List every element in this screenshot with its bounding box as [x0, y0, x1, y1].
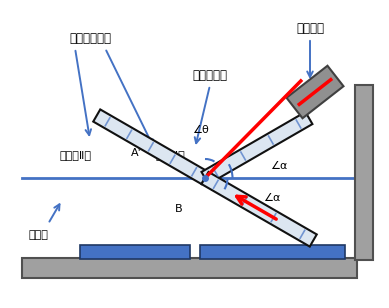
Polygon shape	[202, 112, 312, 184]
Text: （位置Ⅰ）: （位置Ⅰ）	[155, 150, 185, 160]
Text: 粘着テープ: 粘着テープ	[193, 68, 228, 82]
Bar	[355, 85, 373, 260]
Text: 補助線: 補助線	[28, 230, 48, 240]
Text: （位置Ⅱ）: （位置Ⅱ）	[59, 150, 91, 160]
Text: ∠θ: ∠θ	[192, 125, 209, 135]
Text: A: A	[211, 183, 219, 193]
Text: ∠α: ∠α	[270, 161, 287, 171]
Polygon shape	[202, 172, 317, 247]
Polygon shape	[93, 109, 209, 184]
Text: 力検出器: 力検出器	[296, 22, 324, 34]
Text: A': A'	[131, 148, 142, 158]
Bar	[22, 258, 357, 278]
Polygon shape	[287, 66, 343, 118]
Text: ∠α: ∠α	[263, 193, 280, 203]
Text: 移動ステージ: 移動ステージ	[69, 31, 111, 44]
Text: B: B	[175, 204, 183, 214]
Bar	[80, 245, 190, 259]
Bar	[200, 245, 345, 259]
